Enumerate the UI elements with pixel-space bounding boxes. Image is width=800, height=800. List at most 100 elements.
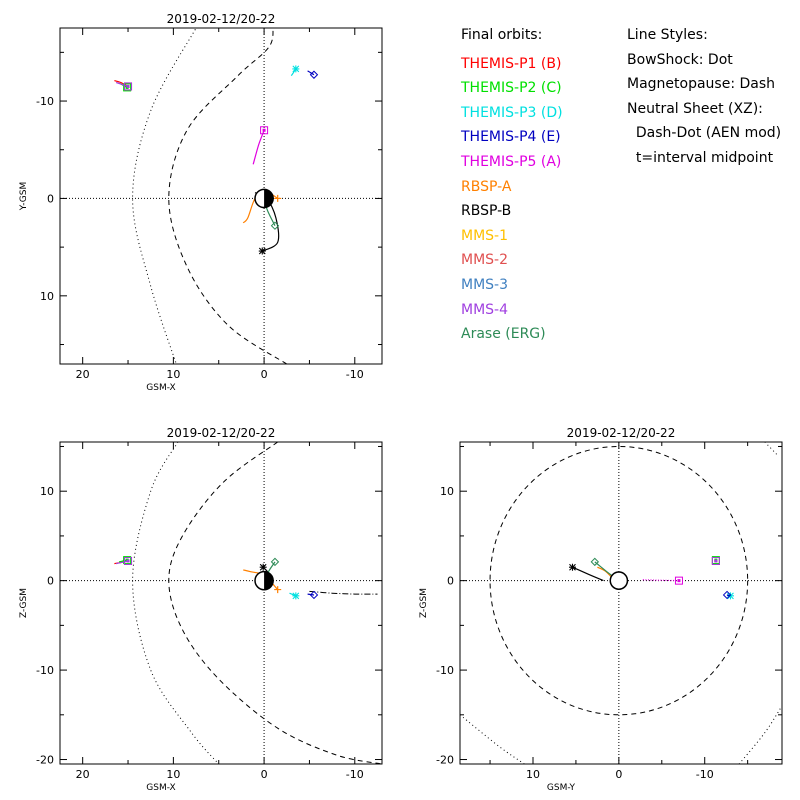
xz-marker-mms-4	[124, 556, 133, 565]
yz-ytick-label: -20	[436, 754, 454, 767]
legend-entry-rbsp-b: RBSP-B	[461, 203, 512, 220]
xy-track-themis-p4-e	[307, 70, 315, 76]
xz-xtick-label: 0	[261, 768, 268, 781]
xy-marker-rbsp-b	[258, 247, 266, 255]
line-style-dashdot: Dash-Dot (AEN mod)	[627, 125, 782, 142]
xy-marker-rbsp-a	[274, 194, 282, 202]
xy-ylabel: Y-GSM	[19, 182, 29, 211]
yz-panel: 10 0 -10 -20 -10 0 10 2019-02-12/20-22 GSM-Y Z-GS…	[419, 426, 783, 793]
line-styles-title: Line Styles:	[627, 27, 708, 43]
xy-marker-dot-mms-4	[126, 84, 130, 88]
xy-marker-mms-4	[124, 82, 133, 91]
yz-ytick-label: 10	[440, 485, 454, 498]
xy-marker-themis-p4-e	[309, 70, 319, 79]
xz-panel: 20 10 0 -10 -20 -10 0 10 2019-02-12/20-22 GSM-X Z-…	[19, 426, 383, 793]
yz-track-rbsp-b	[572, 566, 604, 582]
xz-frame	[59, 441, 383, 765]
xy-marker-themis-p3-d	[292, 65, 300, 73]
legend-entry-themis-p2-c: THEMIS-P2 (C)	[461, 80, 562, 97]
yz-bow-shock-lower-right	[738, 705, 782, 764]
xy-ytick-label: 10	[40, 290, 54, 303]
legend-entry-rbsp-a: RBSP-A	[461, 178, 512, 195]
legend-entry-mms-3: MMS-3	[461, 276, 509, 293]
line-style-midpoint: t=interval midpoint	[627, 149, 774, 166]
xz-neutral-sheet	[309, 590, 378, 595]
xy-bow-shock	[132, 28, 197, 364]
xy-xtick-label: -10	[346, 368, 364, 381]
yz-ytick-label: 0	[447, 575, 454, 588]
yz-marker-dot-mms-4	[714, 559, 718, 563]
yz-bow-shock-upper-right	[764, 442, 779, 456]
yz-plot-area	[460, 442, 782, 764]
xz-earth-night-side	[264, 571, 274, 590]
xy-title: 2019-02-12/20-22	[167, 12, 276, 26]
xy-frame	[59, 27, 383, 365]
xz-xlabel: GSM-X	[146, 783, 175, 793]
line-style-magnetopause: Magnetopause: Dash	[627, 76, 776, 93]
xy-xtick-label: 0	[261, 368, 268, 381]
yz-marker-themis-p3-d	[726, 592, 734, 600]
yz-xtick-label: -10	[696, 768, 714, 781]
line-style-bowshock: BowShock: Dot	[627, 51, 733, 68]
xy-marker-dot-themis-p5-a	[262, 128, 266, 132]
yz-marker-themis-p4-e	[722, 590, 732, 600]
xz-marker-rbsp-b	[259, 563, 267, 571]
legend-entry-themis-p1-b: THEMIS-P1 (B)	[461, 55, 562, 72]
xz-ytick-label: -10	[36, 664, 54, 677]
xz-plot-area	[60, 442, 382, 764]
yz-marker-dot-themis-p5-a	[677, 579, 681, 583]
legend-entry-themis-p4-e: THEMIS-P4 (E)	[461, 129, 561, 146]
line-styles-legend: Line Styles: BowShock: Dot Magnetopause:…	[627, 23, 781, 171]
legend-entry-themis-p5-a: THEMIS-P5 (A)	[461, 153, 562, 170]
line-style-neutral-sheet: Neutral Sheet (XZ):	[627, 100, 763, 117]
xy-panel: 20 10 0 -10 -10 0 10 2019-02-12/20-22 GSM-X Y-GSM	[19, 12, 383, 393]
xz-ytick-label: 0	[47, 575, 54, 588]
xz-marker-themis-p3-d	[292, 592, 300, 600]
yz-track-themis-p5-a	[641, 579, 680, 582]
yz-xlabel: GSM-Y	[547, 783, 576, 793]
xz-ytick-label: -20	[36, 754, 54, 767]
legend-entry-arase-erg: Arase (ERG)	[461, 326, 546, 343]
xy-marker-arase-erg	[270, 221, 280, 230]
xz-bow-shock	[132, 442, 220, 764]
yz-title: 2019-02-12/20-22	[567, 426, 676, 440]
spacecraft-legend-list: THEMIS-P1 (B) THEMIS-P2 (C) THEMIS-P3 (D) T…	[461, 52, 563, 347]
xy-track-themis-p5-a	[252, 130, 265, 165]
yz-bow-shock-lower-left	[460, 714, 525, 764]
xz-xtick-label: 10	[166, 768, 180, 781]
final-orbits-title: Final orbits:	[461, 27, 543, 43]
yz-marker-rbsp-b	[568, 563, 576, 571]
xy-xtick-label: 20	[76, 368, 90, 381]
legend-entry-mms-2: MMS-2	[461, 252, 509, 269]
yz-earth	[609, 571, 629, 590]
final-orbits-legend: Final orbits: THEMIS-P1 (B) THEMIS-P2 (C)…	[461, 23, 563, 347]
yz-marker-mms-4	[711, 556, 720, 565]
xz-marker-rbsp-a	[274, 586, 282, 594]
xz-magnetopause	[168, 442, 382, 764]
xy-xlabel: GSM-X	[146, 383, 175, 393]
xz-marker-arase-erg	[270, 557, 280, 567]
yz-xtick-label: 0	[615, 768, 622, 781]
yz-xtick-label: 10	[526, 768, 540, 781]
yz-magnetopause	[489, 445, 749, 716]
xz-marker-themis-p2-c	[123, 556, 132, 565]
yz-marker-themis-p5-a	[674, 576, 683, 585]
xy-marker-themis-p2-c	[123, 83, 132, 92]
xz-title: 2019-02-12/20-22	[167, 426, 276, 440]
yz-frame	[459, 441, 783, 765]
xy-magnetopause	[168, 28, 288, 364]
legend-entry-mms-4: MMS-4	[461, 301, 509, 318]
xy-marker-themis-p5-a	[260, 126, 269, 135]
yz-ytick-label: -10	[436, 664, 454, 677]
xz-ylabel: Z-GSM	[19, 588, 29, 618]
xz-xtick-label: -10	[346, 768, 364, 781]
xz-ytick-label: 10	[40, 485, 54, 498]
xy-ytick-label: -10	[36, 95, 54, 108]
legend-entry-themis-p3-d: THEMIS-P3 (D)	[461, 104, 563, 121]
xy-ytick-label: 0	[47, 192, 54, 205]
legend-entry-mms-1: MMS-1	[461, 227, 509, 244]
xz-marker-dot-mms-4	[126, 559, 130, 563]
xy-xtick-label: 10	[166, 368, 180, 381]
yz-ylabel: Z-GSM	[419, 588, 429, 618]
